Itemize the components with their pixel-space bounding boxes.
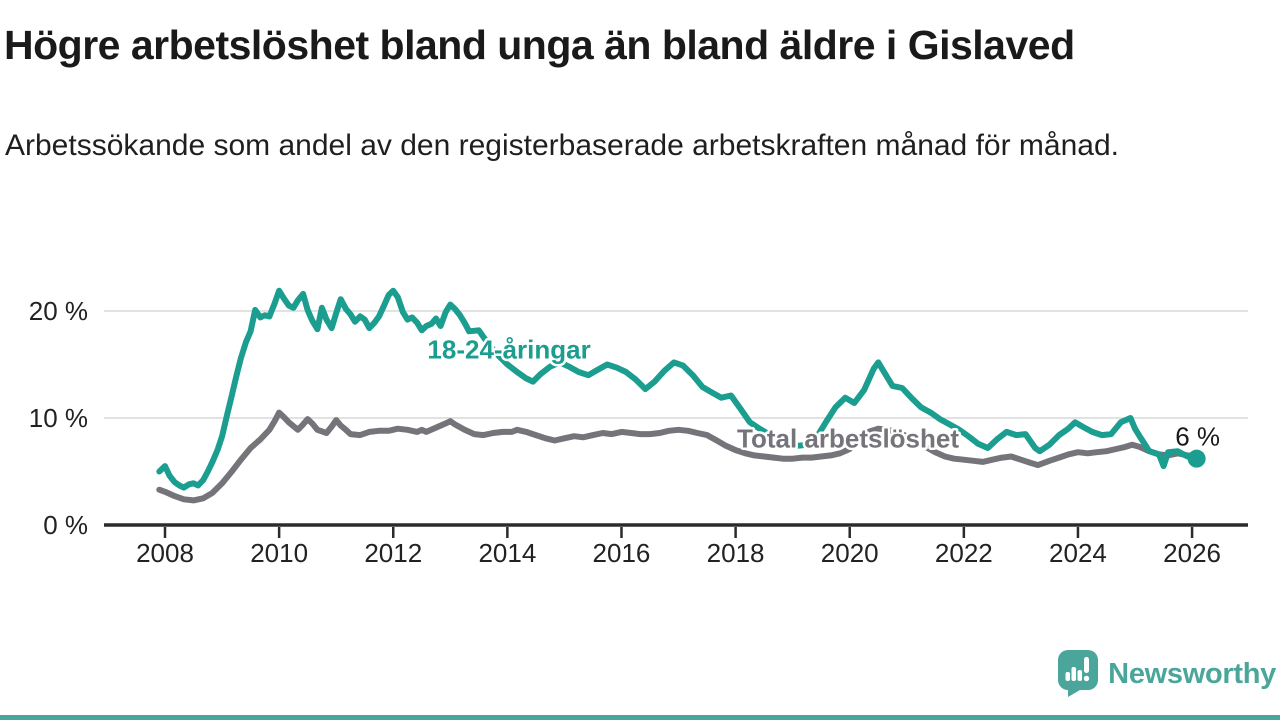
newsworthy-logo: Newsworthy — [1058, 648, 1276, 700]
x-tick-label: 2018 — [707, 538, 765, 568]
x-tick-label: 2008 — [136, 538, 194, 568]
exclamation-dot — [1083, 675, 1090, 682]
bar-3 — [1077, 670, 1083, 681]
x-tick-label: 2012 — [364, 538, 422, 568]
newsworthy-logo-icon — [1058, 650, 1099, 697]
newsworthy-wordmark: Newsworthy — [1108, 657, 1276, 690]
series-line-1 — [156, 287, 1200, 491]
chart-title: Högre arbetslöshet bland unga än bland ä… — [4, 22, 1075, 68]
chart-subtitle: Arbetssökande som andel av den registerb… — [5, 129, 1119, 162]
y-tick-label: 20 % — [29, 296, 88, 326]
x-tick-label: 2022 — [935, 538, 993, 568]
x-tick-label: 2010 — [250, 538, 308, 568]
end-value-label: 6 % — [1175, 422, 1220, 452]
series-label-1: 18-24-åringar — [427, 335, 590, 365]
x-tick-label: 2016 — [593, 538, 651, 568]
series-label-0: Total arbetslöshet — [737, 423, 959, 453]
series-end-dot — [1187, 449, 1206, 468]
series-line-0 — [156, 409, 1198, 504]
bar-1 — [1065, 672, 1071, 681]
bottom-accent-bar — [0, 715, 1280, 720]
x-tick-label: 2024 — [1049, 538, 1107, 568]
bar-2 — [1071, 667, 1077, 681]
x-tick-label: 2014 — [478, 538, 536, 568]
x-tick-label: 2020 — [821, 538, 879, 568]
y-tick-label: 0 % — [43, 510, 88, 540]
exclamation-bar — [1084, 657, 1090, 673]
x-tick-label: 2026 — [1163, 538, 1221, 568]
y-tick-label: 10 % — [29, 403, 88, 433]
